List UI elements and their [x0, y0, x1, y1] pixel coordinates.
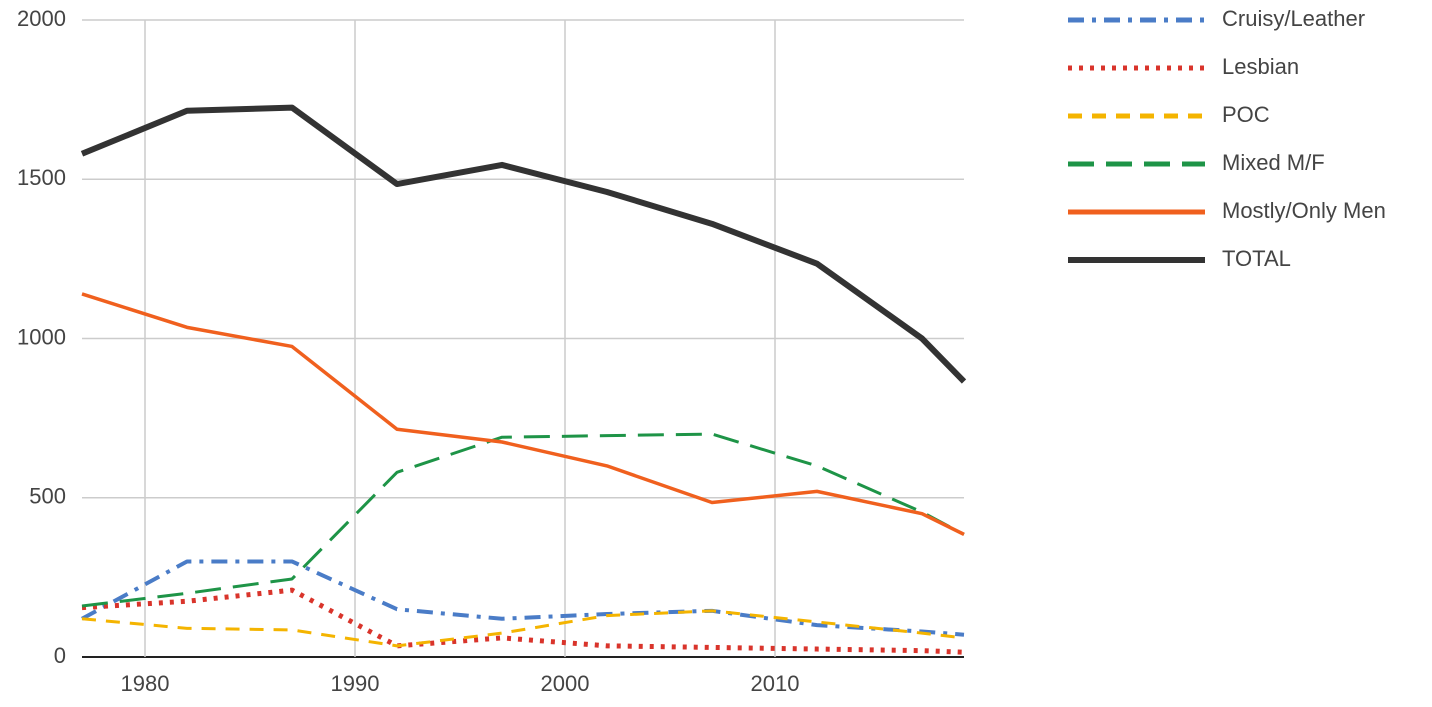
legend-label: Cruisy/Leather [1222, 6, 1365, 31]
series-line [81, 587, 965, 655]
y-tick-label: 1000 [17, 324, 66, 349]
legend-label: Mixed M/F [1222, 150, 1325, 175]
y-tick-label: 0 [54, 643, 66, 668]
y-tick-label: 2000 [17, 6, 66, 31]
legend-label: Lesbian [1222, 54, 1299, 79]
x-tick-label: 2000 [541, 671, 590, 696]
x-tick-label: 1980 [121, 671, 170, 696]
series-line [81, 292, 965, 536]
series-line [81, 432, 965, 608]
legend-label: Mostly/Only Men [1222, 198, 1386, 223]
series-line [81, 609, 965, 648]
x-tick-label: 1990 [331, 671, 380, 696]
y-tick-label: 500 [29, 484, 66, 509]
legend-label: POC [1222, 102, 1270, 127]
x-tick-label: 2010 [751, 671, 800, 696]
y-tick-label: 1500 [17, 165, 66, 190]
series-line [80, 104, 967, 384]
legend-label: TOTAL [1222, 246, 1291, 271]
